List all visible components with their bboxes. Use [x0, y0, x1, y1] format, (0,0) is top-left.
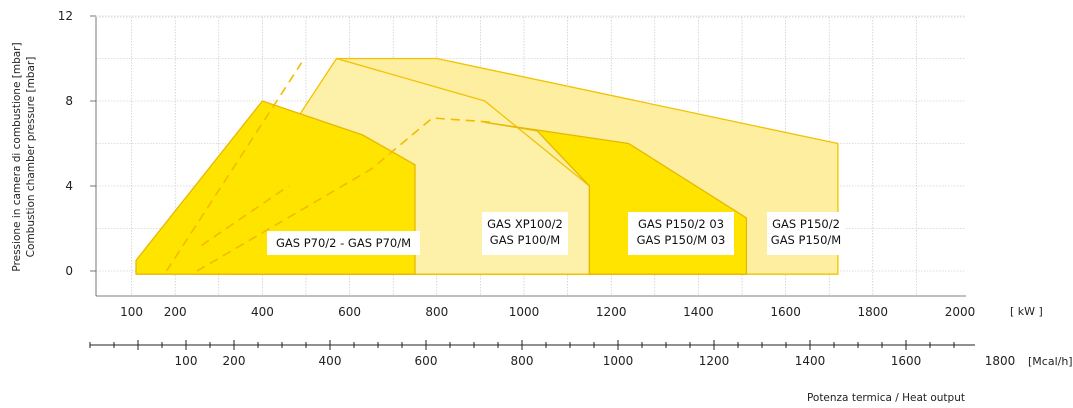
y-tick-8: 8 [65, 94, 73, 108]
kw-tick-200: 200 [164, 305, 187, 319]
mcal-tick-600: 600 [415, 354, 438, 368]
kw-tick-1600: 1600 [770, 305, 801, 319]
mcal-tick-800: 800 [511, 354, 534, 368]
series-label-text-2-0: GAS P150/2 03 [638, 217, 724, 231]
area-3 [135, 100, 416, 275]
series-label-text-3-0: GAS P70/2 - GAS P70/M [276, 236, 411, 250]
kw-tick-800: 800 [425, 305, 448, 319]
series-label-text-0-1: GAS P150/M [771, 233, 841, 247]
series-label-1: GAS XP100/2 GAS P100/M [482, 212, 568, 255]
series-label-2: GAS P150/2 03 GAS P150/M 03 [628, 212, 734, 255]
series-label-text-2-1: GAS P150/M 03 [637, 233, 726, 247]
mcal-axis: 100 200 400 600 800 1000 1200 1400 1600 1800 [Mcal… [89, 340, 1073, 368]
plot-frame [95, 16, 966, 297]
x-axis-title: Potenza termica / Heat output [807, 392, 965, 404]
kw-tick-1200: 1200 [596, 305, 627, 319]
series-label-0: GAS P150/2 GAS P150/M [767, 212, 845, 255]
y-axis-label-2: Combustion chamber pressure [mbar] [25, 57, 37, 258]
series-label-box-2 [628, 212, 734, 255]
mcal-tick-1000: 1000 [603, 354, 634, 368]
kw-tick-1400: 1400 [683, 305, 714, 319]
mcal-tick-200: 200 [223, 354, 246, 368]
series-label-text-0-0: GAS P150/2 [772, 217, 840, 231]
kw-tick-400: 400 [251, 305, 274, 319]
series-label-box-1 [482, 212, 568, 255]
series-label-text-1-0: GAS XP100/2 [487, 217, 563, 231]
y-tick-12: 12 [58, 9, 73, 23]
series-labels: GAS P150/2 GAS P150/M GAS XP100/2 GAS P100/… [267, 212, 845, 255]
kw-axis: 100 200 400 600 800 1000 1200 1400 1600 1800 2000 [… [120, 305, 1043, 319]
mcal-tick-1200: 1200 [699, 354, 730, 368]
dashed-p70 [200, 185, 290, 247]
y-tick-4: 4 [65, 179, 73, 193]
kw-tick-1000: 1000 [509, 305, 540, 319]
mcal-tick-1400: 1400 [795, 354, 826, 368]
mcal-tick-400: 400 [319, 354, 342, 368]
kw-unit: [ kW ] [1010, 305, 1043, 318]
y-tick-labels: 0 4 8 12 [58, 9, 96, 278]
y-tick-0: 0 [65, 264, 73, 278]
kw-tick-2000: 2000 [945, 305, 976, 319]
series-label-text-1-1: GAS P100/M [490, 233, 560, 247]
mcal-tick-1800: 1800 [985, 354, 1016, 368]
y-axis-label-1: Pressione in camera di combustione [mbar… [11, 42, 23, 271]
mcal-tick-100: 100 [175, 354, 198, 368]
mcal-unit: [Mcal/h] [1028, 355, 1073, 368]
kw-tick-600: 600 [338, 305, 361, 319]
kw-tick-1800: 1800 [858, 305, 889, 319]
dashed-lines [165, 62, 494, 272]
kw-tick-100: 100 [120, 305, 143, 319]
series-label-3: GAS P70/2 - GAS P70/M [267, 231, 420, 255]
mcal-tick-1600: 1600 [891, 354, 922, 368]
dashed-xp100 [165, 62, 303, 272]
series-label-box-3 [267, 231, 420, 255]
dashed-p150-03 [196, 117, 494, 272]
series-label-box-0 [767, 212, 845, 255]
